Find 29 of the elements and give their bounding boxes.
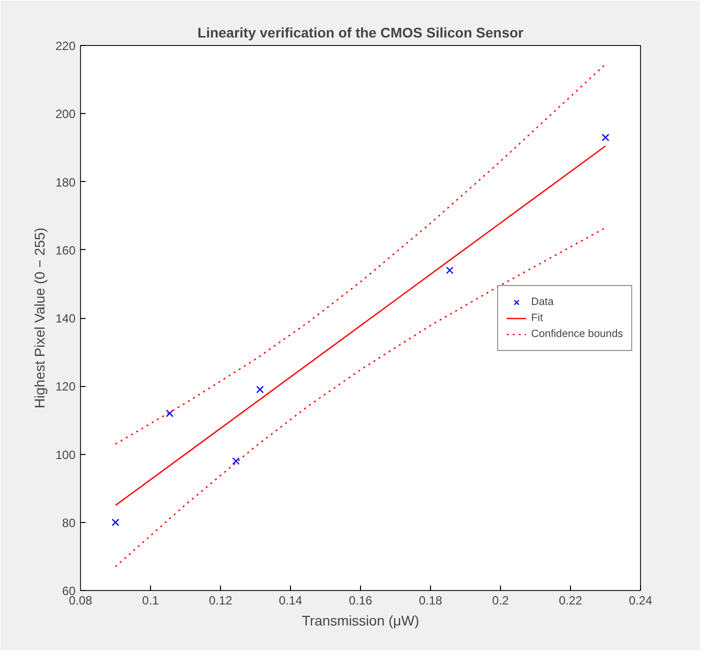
x-tick-label: 0.24: [628, 594, 653, 608]
legend-label: Fit: [531, 310, 544, 326]
legend-label: Data: [531, 294, 554, 310]
x-tick-label: 0.08: [68, 594, 93, 608]
y-tick-label: 180: [55, 175, 76, 190]
point: [446, 266, 454, 274]
legend-label: Confidence bounds: [531, 326, 623, 342]
point: [112, 518, 120, 526]
x-tick-label: 0.12: [208, 594, 233, 608]
y-tick-label: 80: [62, 516, 76, 530]
y-tick-label: 200: [55, 107, 76, 122]
x-tick-label: 0.18: [418, 594, 443, 608]
x-axis-title: Transmission (μW): [302, 612, 420, 628]
y-tick-label: 100: [55, 448, 76, 462]
point: [256, 386, 264, 394]
y-tick-label: 140: [55, 312, 76, 326]
x-tick-label: 0.22: [558, 594, 583, 608]
chart-title: Linearity verification of the CMOS Silicon Sensor: [198, 24, 524, 40]
x-tick-label: 0.2: [492, 594, 510, 608]
y-tick-label: 220: [55, 39, 76, 53]
y-tick-label: 160: [55, 243, 76, 258]
x-tick-label: 0.16: [348, 594, 373, 608]
point: [602, 134, 610, 142]
y-axis-title: Highest Pixel Value (0 − 255): [31, 228, 48, 408]
x-tick-label: 0.1: [142, 594, 160, 608]
x-tick-label: 0.14: [278, 594, 303, 608]
point: [166, 410, 174, 418]
point: [232, 457, 240, 465]
y-tick-label: 120: [55, 380, 76, 394]
